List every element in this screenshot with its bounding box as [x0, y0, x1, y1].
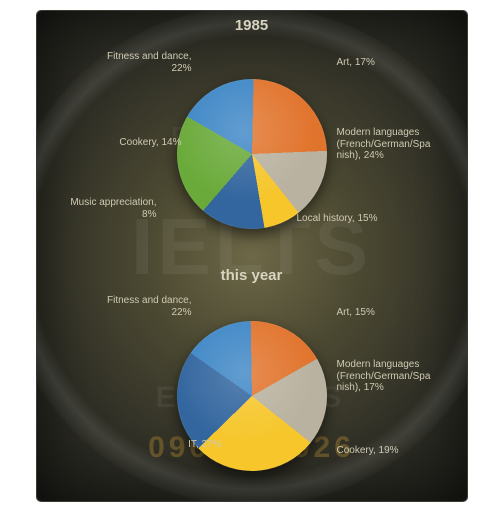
slice-label: Modern languages (French/German/Spa nish… [337, 127, 431, 162]
chart-1985: 1985 Art, 17% Modern languages (French/Ge… [37, 17, 467, 265]
slice-label: Cookery, 19% [337, 445, 399, 457]
pie-this-year [177, 321, 327, 471]
slice-label: Modern languages (French/German/Spa nish… [337, 359, 431, 394]
slice-label: Art, 15% [337, 307, 375, 319]
slice-label: Fitness and dance, 22% [92, 295, 192, 318]
chart-this-year: this year Art, 15% Modern languages (Fren… [37, 267, 467, 501]
chart-1985-title: 1985 [37, 17, 467, 34]
chart-panel: R E A L IELTS E X A M S 0964879926 1985 … [37, 11, 467, 501]
slice-label: Fitness and dance, 22% [92, 51, 192, 74]
pie-1985 [177, 79, 327, 229]
slice-label: Cookery, 14% [82, 137, 182, 149]
chart-this-year-title: this year [37, 267, 467, 284]
slice-label: Local history, 15% [297, 213, 378, 225]
slice-label: Art, 17% [337, 57, 375, 69]
slice-label: Music appreciation, 8% [57, 197, 157, 220]
